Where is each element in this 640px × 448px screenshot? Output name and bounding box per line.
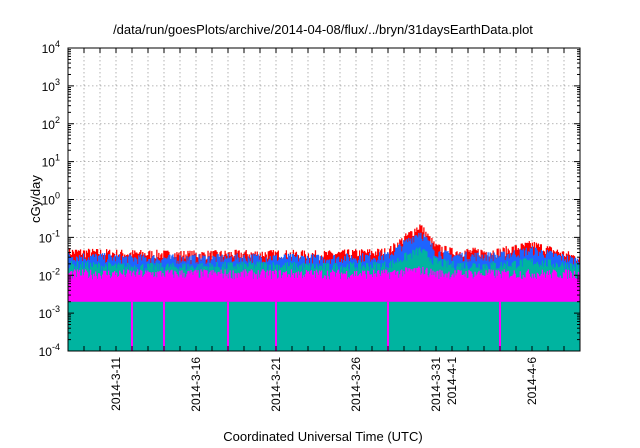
x-tick-label: 2014-4-1 bbox=[445, 357, 459, 405]
x-axis: 2014-3-11 2014-3-16 2014-3-21 2014-3-26 2014… bbox=[83, 48, 565, 412]
y-tick-exponent: -3 bbox=[52, 304, 60, 314]
y-tick-exponent: 4 bbox=[55, 39, 60, 49]
y-tick-base: 10 bbox=[39, 345, 53, 359]
series-3 bbox=[67, 266, 581, 351]
y-tick-label: 10-1 bbox=[39, 228, 60, 245]
y-tick-base: 10 bbox=[39, 307, 53, 321]
y-tick-label: 102 bbox=[42, 115, 60, 132]
y-tick-exponent: -2 bbox=[52, 266, 60, 276]
y-tick-exponent: 0 bbox=[55, 191, 60, 201]
x-tick-label: 2014-3-26 bbox=[349, 357, 363, 412]
x-tick-label: 2014-3-16 bbox=[189, 357, 203, 412]
series-layer bbox=[67, 224, 581, 351]
y-tick-label: 101 bbox=[42, 153, 60, 170]
x-tick-label: 2014-3-11 bbox=[109, 357, 123, 411]
y-tick-label: 10-4 bbox=[39, 342, 60, 359]
x-axis-title: Coordinated Universal Time (UTC) bbox=[223, 429, 422, 444]
y-tick-base: 10 bbox=[42, 80, 56, 94]
y-tick-label: 103 bbox=[42, 77, 60, 94]
y-tick-base: 10 bbox=[39, 231, 53, 245]
y-tick-base: 10 bbox=[42, 118, 56, 132]
y-tick-label: 104 bbox=[42, 39, 60, 56]
y-tick-exponent: -4 bbox=[52, 342, 60, 352]
y-tick-base: 10 bbox=[42, 42, 56, 56]
y-tick-label: 100 bbox=[42, 191, 60, 208]
y-tick-exponent: 1 bbox=[55, 153, 60, 163]
y-tick-exponent: 3 bbox=[55, 77, 60, 87]
y-tick-base: 10 bbox=[42, 194, 56, 208]
y-tick-label: 10-2 bbox=[39, 266, 60, 283]
x-tick-label: 2014-3-31 bbox=[429, 357, 443, 412]
y-tick-exponent: 2 bbox=[55, 115, 60, 125]
y-tick-base: 10 bbox=[42, 156, 56, 170]
y-tick-base: 10 bbox=[39, 269, 53, 283]
y-tick-exponent: -1 bbox=[52, 228, 60, 238]
y-tick-label: 10-3 bbox=[39, 304, 60, 321]
y-axis-title: cGy/day bbox=[28, 175, 43, 223]
x-tick-label: 2014-4-6 bbox=[525, 357, 539, 405]
chart-title: /data/run/goesPlots/archive/2014-04-08/f… bbox=[113, 22, 533, 37]
x-tick-label: 2014-3-21 bbox=[269, 357, 283, 412]
